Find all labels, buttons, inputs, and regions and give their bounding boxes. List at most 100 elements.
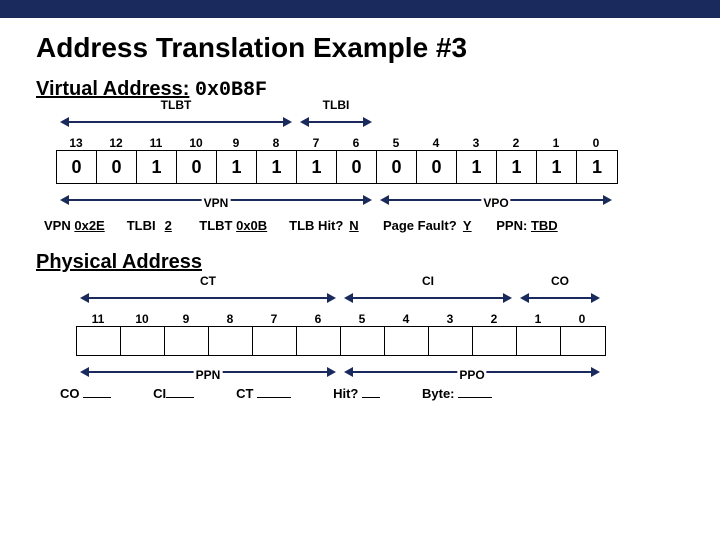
bit-cell: 1: [137, 151, 177, 183]
bit-index: 4: [416, 136, 456, 150]
bit-cell: 0: [337, 151, 377, 183]
bit-index: 9: [164, 312, 208, 326]
range-line: [529, 297, 591, 299]
bit-index: 7: [252, 312, 296, 326]
vpn-label: VPN: [44, 218, 71, 233]
range-ci: CI: [344, 290, 512, 306]
range-line: [309, 121, 363, 123]
range-label: PPN: [194, 368, 223, 382]
range-label: VPN: [202, 196, 231, 210]
pa-bit-diagram: CTCICO 11109876543210 PPNPPO: [76, 312, 636, 356]
pa-bit-indices: 11109876543210: [76, 312, 636, 326]
vpn-value: 0x2E: [74, 218, 104, 233]
bit-cell: 0: [97, 151, 137, 183]
bit-cell: [209, 327, 253, 355]
bit-index: 6: [296, 312, 340, 326]
arrowhead-right-icon: [603, 195, 612, 205]
bit-index: 7: [296, 136, 336, 150]
va-bit-diagram: TLBTTLBI 131211109876543210 001011100011…: [56, 136, 656, 184]
bit-index: 0: [576, 136, 616, 150]
arrowhead-right-icon: [363, 195, 372, 205]
byte-label: Byte:: [422, 386, 455, 401]
arrowhead-left-icon: [80, 367, 89, 377]
range-label: CO: [549, 274, 571, 288]
bit-index: 0: [560, 312, 604, 326]
bit-index: 13: [56, 136, 96, 150]
slide-content: Address Translation Example #3 Virtual A…: [0, 18, 720, 401]
va-bit-cells: 00101110001111: [56, 150, 618, 184]
bit-cell: 1: [217, 151, 257, 183]
bit-index: 11: [76, 312, 120, 326]
tlbt-value: 0x0B: [236, 218, 267, 233]
ci-blank: [166, 386, 194, 398]
bit-index: 10: [176, 136, 216, 150]
ppn-value: TBD: [531, 218, 558, 233]
range-line: [353, 297, 503, 299]
tlbt-label: TLBT: [199, 218, 232, 233]
arrowhead-left-icon: [60, 117, 69, 127]
pagefault-answer: Page Fault? Y: [383, 218, 474, 233]
arrowhead-left-icon: [520, 293, 529, 303]
bit-cell: 0: [57, 151, 97, 183]
ppn-answer: PPN: TBD: [496, 218, 557, 233]
va-heading: Virtual Address: 0x0B8F: [36, 78, 684, 102]
arrowhead-left-icon: [60, 195, 69, 205]
bit-index: 2: [496, 136, 536, 150]
va-bit-indices: 131211109876543210: [56, 136, 656, 150]
pagefault-value: Y: [460, 218, 474, 233]
range-label: VPO: [481, 196, 510, 210]
hit-blank: [362, 386, 380, 398]
bit-cell: [517, 327, 561, 355]
range-ppo: PPO: [344, 364, 600, 380]
bit-cell: [165, 327, 209, 355]
range-label: CT: [198, 274, 218, 288]
bit-cell: [253, 327, 297, 355]
bit-index: 3: [456, 136, 496, 150]
range-label: TLBI: [321, 98, 352, 112]
bit-index: 8: [208, 312, 252, 326]
ppn-label: PPN:: [496, 218, 527, 233]
pa-bit-cells: [76, 326, 606, 356]
co-blank: [83, 386, 111, 398]
range-vpo: VPO: [380, 192, 612, 208]
co-answer: CO: [60, 386, 111, 401]
range-label: PPO: [457, 368, 486, 382]
arrowhead-left-icon: [344, 367, 353, 377]
bit-cell: 0: [377, 151, 417, 183]
bit-cell: [473, 327, 517, 355]
range-ppn: PPN: [80, 364, 336, 380]
ct-blank: [257, 386, 291, 398]
co-label: CO: [60, 386, 80, 401]
arrowhead-right-icon: [591, 293, 600, 303]
bit-cell: 0: [177, 151, 217, 183]
bit-cell: 1: [257, 151, 297, 183]
bit-cell: 1: [457, 151, 497, 183]
arrowhead-left-icon: [80, 293, 89, 303]
range-line: [89, 297, 327, 299]
bit-cell: [121, 327, 165, 355]
header-bar: [0, 0, 720, 18]
va-answers-row: VPN 0x2E TLBI 2 TLBT 0x0B TLB Hit? N Pag…: [44, 218, 684, 233]
byte-answer: Byte:: [422, 386, 492, 401]
tlbi-answer: TLBI 2: [127, 218, 178, 233]
bit-cell: [429, 327, 473, 355]
hit-answer: Hit?: [333, 386, 380, 401]
bit-cell: [385, 327, 429, 355]
bit-cell: 0: [417, 151, 457, 183]
range-tlbi: TLBI: [300, 114, 372, 130]
range-co: CO: [520, 290, 600, 306]
bit-index: 9: [216, 136, 256, 150]
range-vpn: VPN: [60, 192, 372, 208]
bit-cell: [297, 327, 341, 355]
bit-index: 1: [516, 312, 560, 326]
range-label: CI: [420, 274, 436, 288]
ci-answer: CI: [153, 386, 194, 401]
arrowhead-right-icon: [591, 367, 600, 377]
arrowhead-left-icon: [300, 117, 309, 127]
arrowhead-right-icon: [327, 293, 336, 303]
pa-heading: Physical Address: [36, 251, 684, 274]
ci-label: CI: [153, 386, 166, 401]
bit-index: 5: [376, 136, 416, 150]
range-tlbt: TLBT: [60, 114, 292, 130]
range-ct: CT: [80, 290, 336, 306]
